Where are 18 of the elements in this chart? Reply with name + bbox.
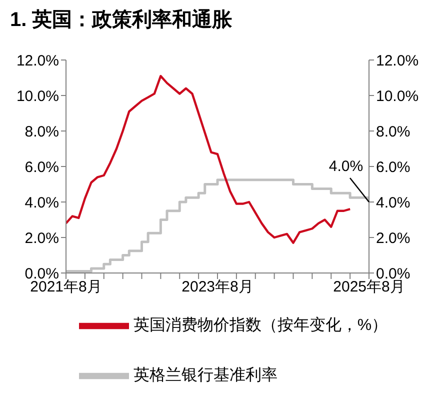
x-tick-label: 2023年8月 bbox=[182, 278, 254, 296]
y2-tick-label: 4.0% bbox=[376, 194, 410, 212]
y-tick-label: 10.0% bbox=[16, 88, 59, 105]
x-tick-label: 2025年8月 bbox=[333, 278, 405, 296]
y2-tick-label: 8.0% bbox=[376, 123, 410, 140]
y-tick-label: 12.0% bbox=[16, 52, 59, 70]
y-tick-label: 2.0% bbox=[24, 230, 59, 247]
y-tick-label: 6.0% bbox=[24, 158, 59, 176]
annotation: 4.0% bbox=[328, 158, 364, 175]
chart-title: 1. 英国：政策利率和通胀 bbox=[9, 8, 234, 33]
y2-tick-label: 2.0% bbox=[376, 230, 410, 247]
y2-tick-label: 10.0% bbox=[376, 88, 419, 105]
y2-tick-label: 6.0% bbox=[376, 158, 410, 176]
legend-label: 英国消费物价指数（按年变化，%） bbox=[133, 317, 388, 334]
y2-tick-label: 12.0% bbox=[376, 52, 419, 70]
y-tick-label: 8.0% bbox=[24, 123, 59, 140]
legend-label: 英格兰银行基准利率 bbox=[133, 367, 278, 384]
y-tick-label: 4.0% bbox=[24, 194, 59, 212]
